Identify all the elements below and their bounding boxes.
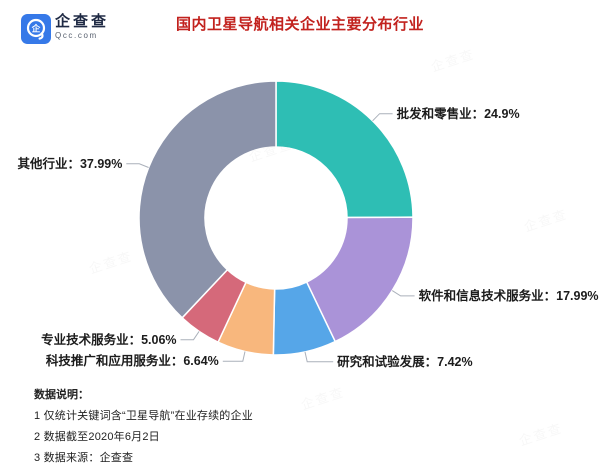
brand-domain: Qcc.com	[55, 31, 98, 40]
leader-line-2	[304, 351, 334, 363]
leader-line-1	[391, 290, 415, 297]
pie-slice-5	[138, 80, 277, 319]
leader-line-5	[126, 163, 149, 168]
note-line-3: 3 数据来源：企查查	[34, 452, 134, 464]
leader-line-0	[372, 113, 393, 122]
note-line-2: 2 数据截至2020年6月2日	[34, 431, 160, 443]
leader-line-3	[222, 351, 246, 362]
logo-icon-char: 企	[31, 23, 41, 33]
note-line-1: 1 仅统计关键词含“卫星导航”在业存续的企业	[34, 410, 253, 422]
qcc-logo: 企 企查查 Qcc.com	[21, 14, 109, 44]
brand-name: 企查查	[55, 13, 110, 30]
qcc-logo-icon: 企	[21, 14, 51, 44]
page-title: 国内卫星导航相关企业主要分布行业	[175, 16, 424, 33]
donut-chart	[126, 80, 415, 363]
qcc-infographic: { "header": { "logo": { "brand": "企查查", …	[17, 14, 599, 464]
leader-line-4	[180, 331, 200, 341]
notes-heading: 数据说明：	[34, 389, 89, 401]
pie-slice-0	[275, 80, 414, 219]
data-notes: 数据说明： 1 仅统计关键词含“卫星导航”在业存续的企业 2 数据截至2020年…	[34, 386, 253, 470]
